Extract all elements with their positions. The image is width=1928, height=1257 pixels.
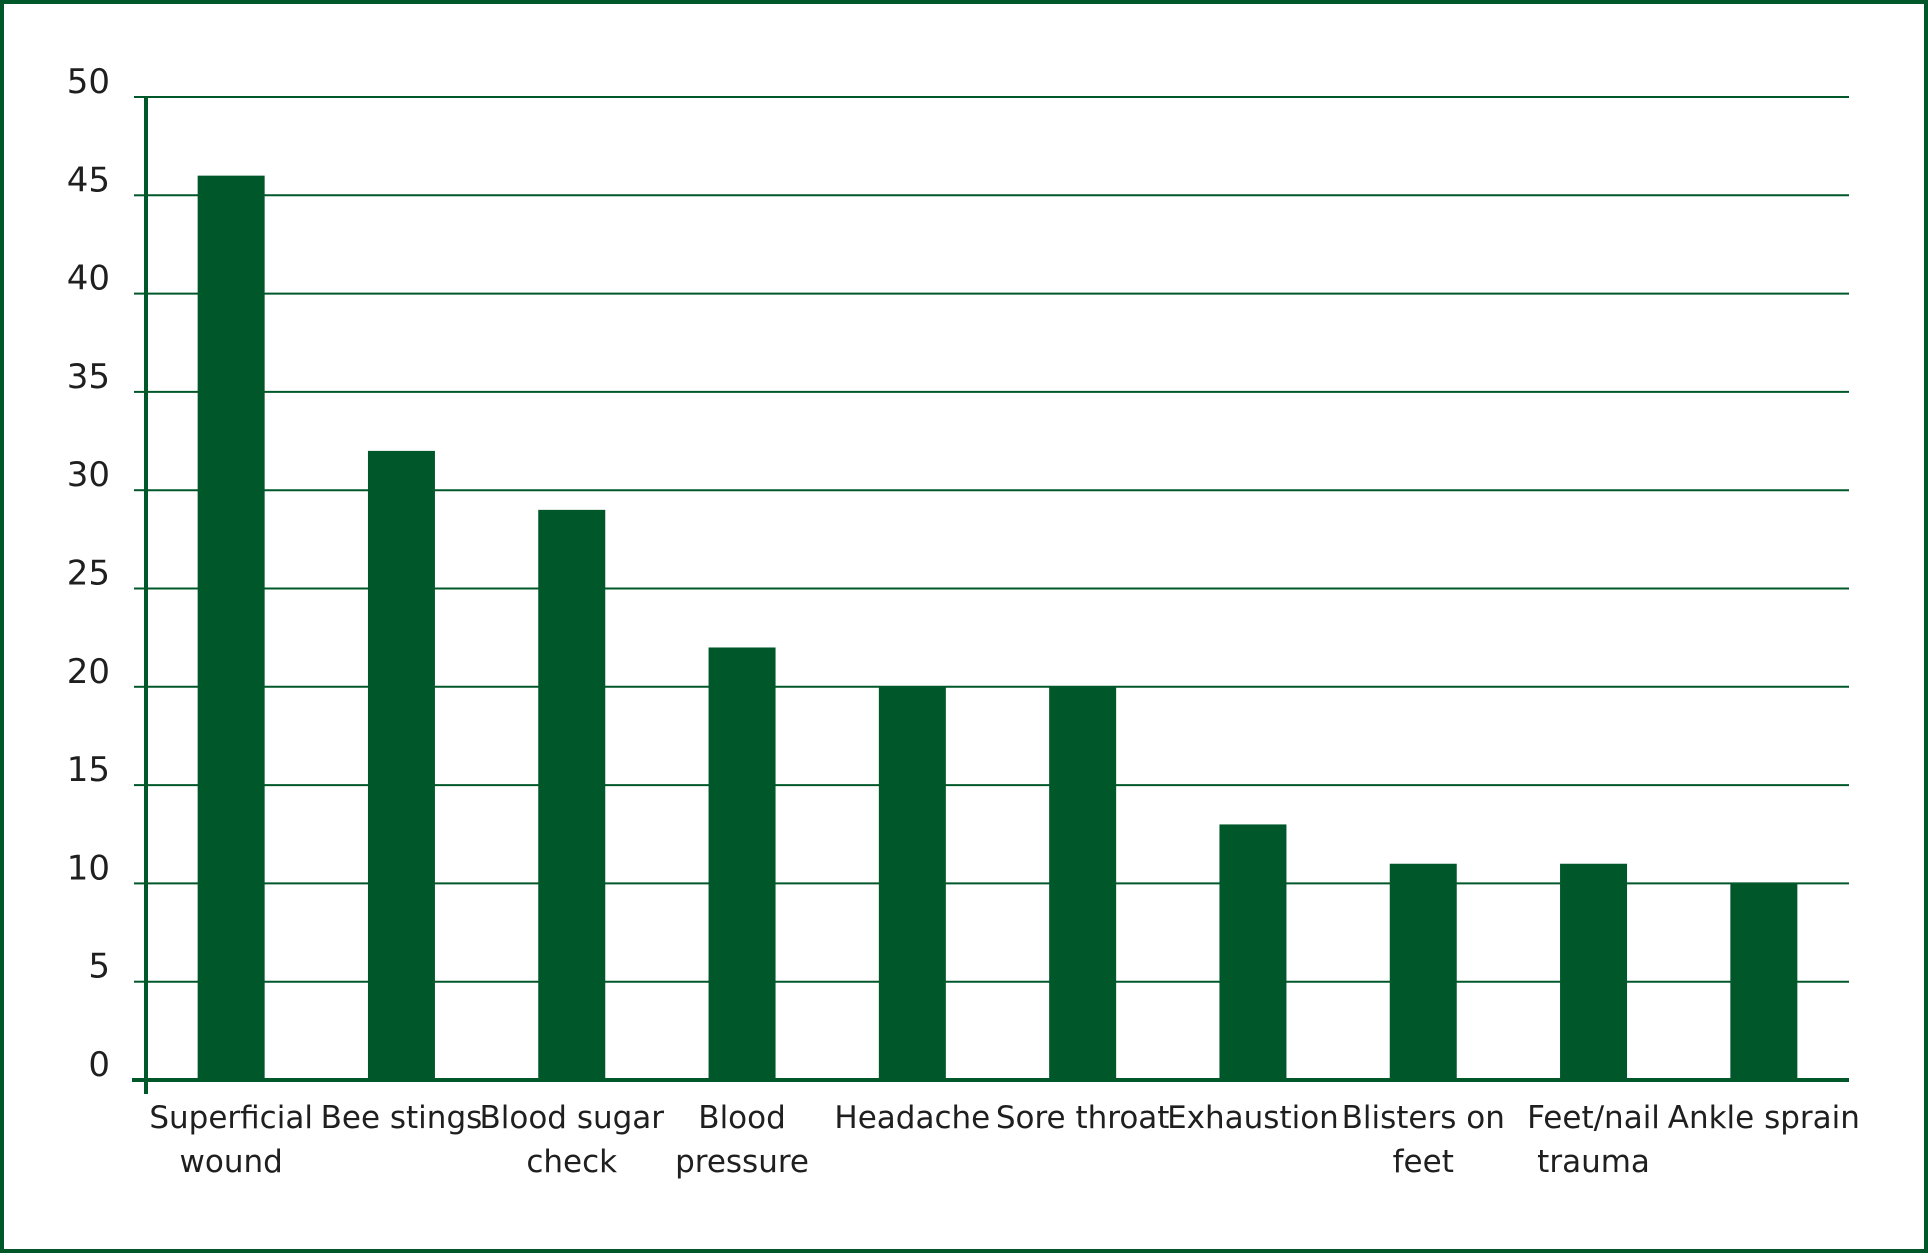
y-tick-label-15: 15	[67, 750, 110, 790]
bar-9	[1560, 863, 1628, 1080]
bar-2	[367, 450, 435, 1080]
bar-3	[538, 509, 606, 1080]
y-tick-label-50: 50	[67, 62, 110, 102]
x-category-label-line: Headache	[834, 1100, 990, 1136]
y-tick-label-10: 10	[67, 848, 110, 888]
bar-5	[878, 686, 946, 1080]
x-category-label-2: Bee stings	[321, 1100, 483, 1136]
y-tick-label-45: 45	[67, 160, 110, 200]
x-category-label-1: Superficial wound	[149, 1100, 313, 1180]
x-category-label-line: Blisters on	[1342, 1100, 1505, 1136]
x-category-label-line: Feet/nail	[1527, 1100, 1660, 1136]
bar-7	[1219, 824, 1287, 1080]
x-category-label-line: check	[526, 1144, 617, 1180]
x-category-label-line: feet	[1393, 1144, 1454, 1180]
x-category-label-line: Exhaustion	[1167, 1100, 1339, 1136]
y-tick-label-5: 5	[88, 947, 110, 987]
bar-8	[1389, 863, 1457, 1080]
x-category-label-line: trauma	[1537, 1144, 1650, 1180]
y-tick-label-0: 0	[88, 1045, 110, 1085]
y-tick-label-25: 25	[67, 554, 110, 594]
x-category-label-line: Sore throat	[996, 1100, 1170, 1136]
x-category-label-line: Ankle sprain	[1668, 1100, 1860, 1136]
y-tick-label-35: 35	[67, 357, 110, 397]
x-category-label-10: Ankle sprain	[1668, 1100, 1860, 1136]
x-category-label-line: Blood sugar	[479, 1100, 664, 1136]
x-category-label-line: pressure	[675, 1144, 809, 1180]
x-category-label-line: Bee stings	[321, 1100, 483, 1136]
x-category-label-4: Blood pressure	[675, 1100, 809, 1180]
x-category-label-5: Headache	[834, 1100, 990, 1136]
y-tick-label-40: 40	[67, 259, 110, 299]
y-tick-labels: 0 5 10 15 20 25 30 35 40 45 50	[67, 62, 110, 1085]
x-category-label-6: Sore throat	[996, 1100, 1170, 1136]
x-category-label-line: wound	[180, 1144, 283, 1180]
x-category-label-9: Feet/nail trauma	[1527, 1100, 1660, 1180]
x-category-label-3: Blood sugar check	[479, 1100, 664, 1180]
bar-6	[1049, 686, 1117, 1080]
bars	[197, 175, 1798, 1080]
bar-chart: 0 5 10 15 20 25 30 35 40 45 50 Superficial wound Bee…	[67, 62, 1860, 1180]
bar-1	[197, 175, 265, 1080]
x-category-label-line: Blood	[698, 1100, 786, 1136]
bar-10	[1730, 883, 1798, 1080]
bar-4	[708, 647, 776, 1080]
x-category-label-7: Exhaustion	[1167, 1100, 1339, 1136]
y-tick-label-30: 30	[67, 455, 110, 495]
y-tick-label-20: 20	[67, 652, 110, 692]
x-category-label-8: Blisters on feet	[1342, 1100, 1505, 1180]
axes	[132, 96, 1849, 1094]
x-category-label-line: Superficial	[149, 1100, 313, 1136]
